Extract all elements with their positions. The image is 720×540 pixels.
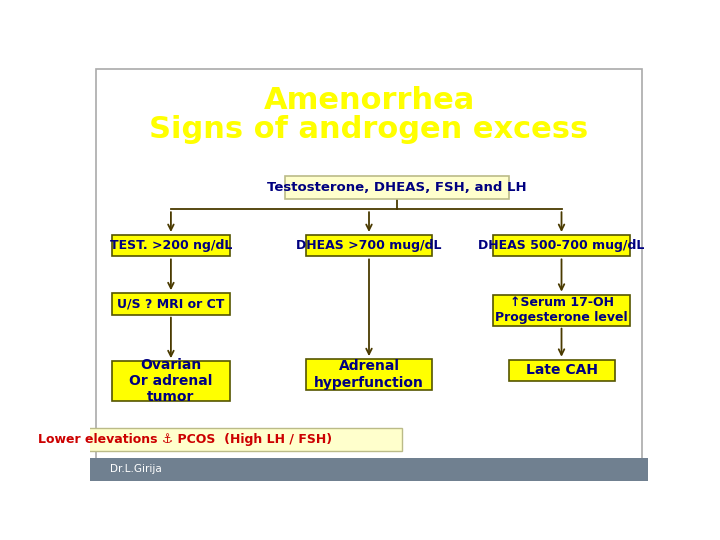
Text: DHEAS >700 mug/dL: DHEAS >700 mug/dL (296, 239, 442, 252)
Text: DHEAS 500-700 mug/dL: DHEAS 500-700 mug/dL (478, 239, 644, 252)
FancyBboxPatch shape (90, 458, 648, 481)
Text: Ovarian
Or adrenal
tumor: Ovarian Or adrenal tumor (129, 357, 212, 404)
Text: TEST. >200 ng/dL: TEST. >200 ng/dL (109, 239, 232, 252)
FancyBboxPatch shape (306, 235, 432, 256)
Text: Lower elevations ⚓ PCOS  (High LH / FSH): Lower elevations ⚓ PCOS (High LH / FSH) (37, 434, 332, 447)
FancyBboxPatch shape (493, 235, 630, 256)
Text: Dr.L.Girija: Dr.L.Girija (109, 464, 161, 474)
FancyBboxPatch shape (306, 359, 432, 390)
FancyBboxPatch shape (112, 361, 230, 401)
FancyBboxPatch shape (285, 176, 508, 199)
FancyBboxPatch shape (508, 360, 615, 381)
Text: Late CAH: Late CAH (526, 363, 598, 377)
FancyBboxPatch shape (0, 428, 402, 451)
Text: Adrenal
hyperfunction: Adrenal hyperfunction (314, 360, 424, 390)
Text: Signs of androgen excess: Signs of androgen excess (149, 114, 589, 144)
FancyBboxPatch shape (112, 293, 230, 315)
Text: Testosterone, DHEAS, FSH, and LH: Testosterone, DHEAS, FSH, and LH (267, 181, 527, 194)
FancyBboxPatch shape (112, 235, 230, 256)
Text: U/S ? MRI or CT: U/S ? MRI or CT (117, 298, 225, 310)
Text: Amenorrhea: Amenorrhea (264, 86, 474, 114)
FancyBboxPatch shape (493, 294, 630, 326)
Text: ↑Serum 17-OH
Progesterone level: ↑Serum 17-OH Progesterone level (495, 296, 628, 324)
